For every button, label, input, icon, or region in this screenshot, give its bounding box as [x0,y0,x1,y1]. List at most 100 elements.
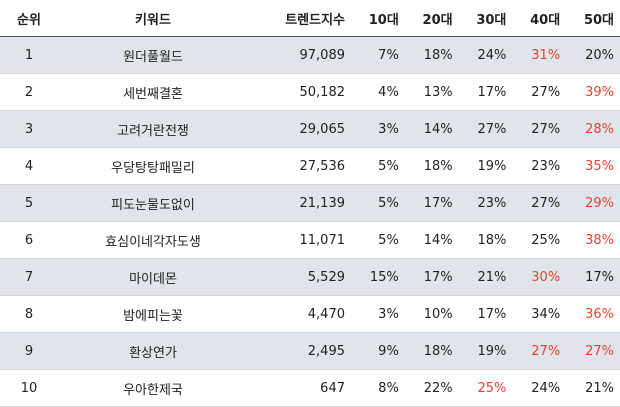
rank-cell: 8 [0,295,58,333]
rank-cell: 3 [0,110,58,148]
age-40s-cell: 27% [512,184,567,222]
table-row: 8 밤에피는꽃 4,470 3% 10% 17% 34% 36% [0,295,620,333]
keyword-cell: 밤에피는꽃 [58,295,248,333]
age-30s-cell: 19% [458,147,513,185]
table-row: 9 환상연가 2,495 9% 18% 19% 27% 27% [0,332,620,370]
header-row: 순위 키워드 트렌드지수 10대 20대 30대 40대 50대 [0,0,620,37]
header-age-40s: 40대 [512,0,567,37]
header-age-30s: 30대 [458,0,513,37]
age-30s-cell: 17% [458,295,513,333]
table-row: 3 고려거란전쟁 29,065 3% 14% 27% 27% 28% [0,110,620,148]
trend-index-cell: 4,470 [248,295,351,333]
age-40s-cell: 34% [512,295,567,333]
keyword-cell: 우아한제국 [58,369,248,407]
age-10s-cell: 15% [351,258,405,296]
keyword-cell: 고려거란전쟁 [58,110,248,148]
age-50s-cell: 36% [566,295,620,333]
age-30s-cell: 21% [458,258,513,296]
age-10s-cell: 4% [351,73,405,111]
header-trend-index: 트렌드지수 [248,0,351,37]
age-10s-cell: 3% [351,295,405,333]
table-row: 10 우아한제국 647 8% 22% 25% 24% 21% [0,369,620,407]
table-header: 순위 키워드 트렌드지수 10대 20대 30대 40대 50대 [0,0,620,37]
age-20s-cell: 10% [404,295,459,333]
rank-cell: 6 [0,221,58,259]
keyword-cell: 세번째결혼 [58,73,248,111]
table-row: 6 효심이네각자도생 11,071 5% 14% 18% 25% 38% [0,221,620,259]
age-30s-cell: 24% [458,36,513,74]
trend-index-cell: 2,495 [248,332,351,370]
age-10s-cell: 8% [351,369,405,407]
age-30s-cell: 19% [458,332,513,370]
rank-cell: 9 [0,332,58,370]
trend-index-cell: 647 [248,369,351,407]
rank-cell: 7 [0,258,58,296]
age-30s-cell: 18% [458,221,513,259]
age-40s-cell: 24% [512,369,567,407]
trend-index-cell: 97,089 [248,36,351,74]
header-age-20s: 20대 [404,0,459,37]
age-50s-cell: 17% [566,258,620,296]
table-row: 4 우당탕탕패밀리 27,536 5% 18% 19% 23% 35% [0,147,620,185]
age-10s-cell: 5% [351,147,405,185]
age-40s-cell: 27% [512,332,567,370]
age-20s-cell: 22% [404,369,459,407]
header-rank: 순위 [0,0,58,37]
age-10s-cell: 5% [351,221,405,259]
age-50s-cell: 20% [566,36,620,74]
age-50s-cell: 39% [566,73,620,111]
table-body: 1 원더풀월드 97,089 7% 18% 24% 31% 20% 2 세번째결혼 50,182 4%… [0,36,620,407]
age-20s-cell: 13% [404,73,459,111]
trend-index-cell: 21,139 [248,184,351,222]
age-40s-cell: 25% [512,221,567,259]
keyword-cell: 효심이네각자도생 [58,221,248,259]
age-50s-cell: 21% [566,369,620,407]
rank-cell: 5 [0,184,58,222]
age-20s-cell: 14% [404,110,459,148]
age-30s-cell: 23% [458,184,513,222]
trend-index-cell: 5,529 [248,258,351,296]
age-40s-cell: 23% [512,147,567,185]
keyword-cell: 원더풀월드 [58,36,248,74]
age-30s-cell: 25% [458,369,513,407]
age-50s-cell: 27% [566,332,620,370]
header-age-50s: 50대 [566,0,620,37]
age-30s-cell: 27% [458,110,513,148]
age-10s-cell: 5% [351,184,405,222]
age-10s-cell: 7% [351,36,405,74]
keyword-cell: 환상연가 [58,332,248,370]
keyword-cell: 마이데몬 [58,258,248,296]
age-30s-cell: 17% [458,73,513,111]
header-keyword: 키워드 [58,0,248,37]
age-50s-cell: 28% [566,110,620,148]
header-age-10s: 10대 [351,0,405,37]
table-row: 2 세번째결혼 50,182 4% 13% 17% 27% 39% [0,73,620,111]
table-row: 5 피도눈물도없이 21,139 5% 17% 23% 27% 29% [0,184,620,222]
age-20s-cell: 17% [404,184,459,222]
rank-cell: 1 [0,36,58,74]
age-40s-cell: 30% [512,258,567,296]
age-40s-cell: 31% [512,36,567,74]
rank-cell: 2 [0,73,58,111]
age-50s-cell: 38% [566,221,620,259]
trend-index-cell: 27,536 [248,147,351,185]
rank-cell: 4 [0,147,58,185]
keyword-cell: 우당탕탕패밀리 [58,147,248,185]
table-row: 7 마이데몬 5,529 15% 17% 21% 30% 17% [0,258,620,296]
age-20s-cell: 14% [404,221,459,259]
age-20s-cell: 17% [404,258,459,296]
age-20s-cell: 18% [404,36,459,74]
trend-index-cell: 50,182 [248,73,351,111]
age-10s-cell: 9% [351,332,405,370]
trend-index-cell: 29,065 [248,110,351,148]
table-row: 1 원더풀월드 97,089 7% 18% 24% 31% 20% [0,36,620,74]
age-20s-cell: 18% [404,147,459,185]
age-50s-cell: 35% [566,147,620,185]
trend-index-cell: 11,071 [248,221,351,259]
age-40s-cell: 27% [512,73,567,111]
age-40s-cell: 27% [512,110,567,148]
rank-cell: 10 [0,369,58,407]
age-10s-cell: 3% [351,110,405,148]
keyword-cell: 피도눈물도없이 [58,184,248,222]
